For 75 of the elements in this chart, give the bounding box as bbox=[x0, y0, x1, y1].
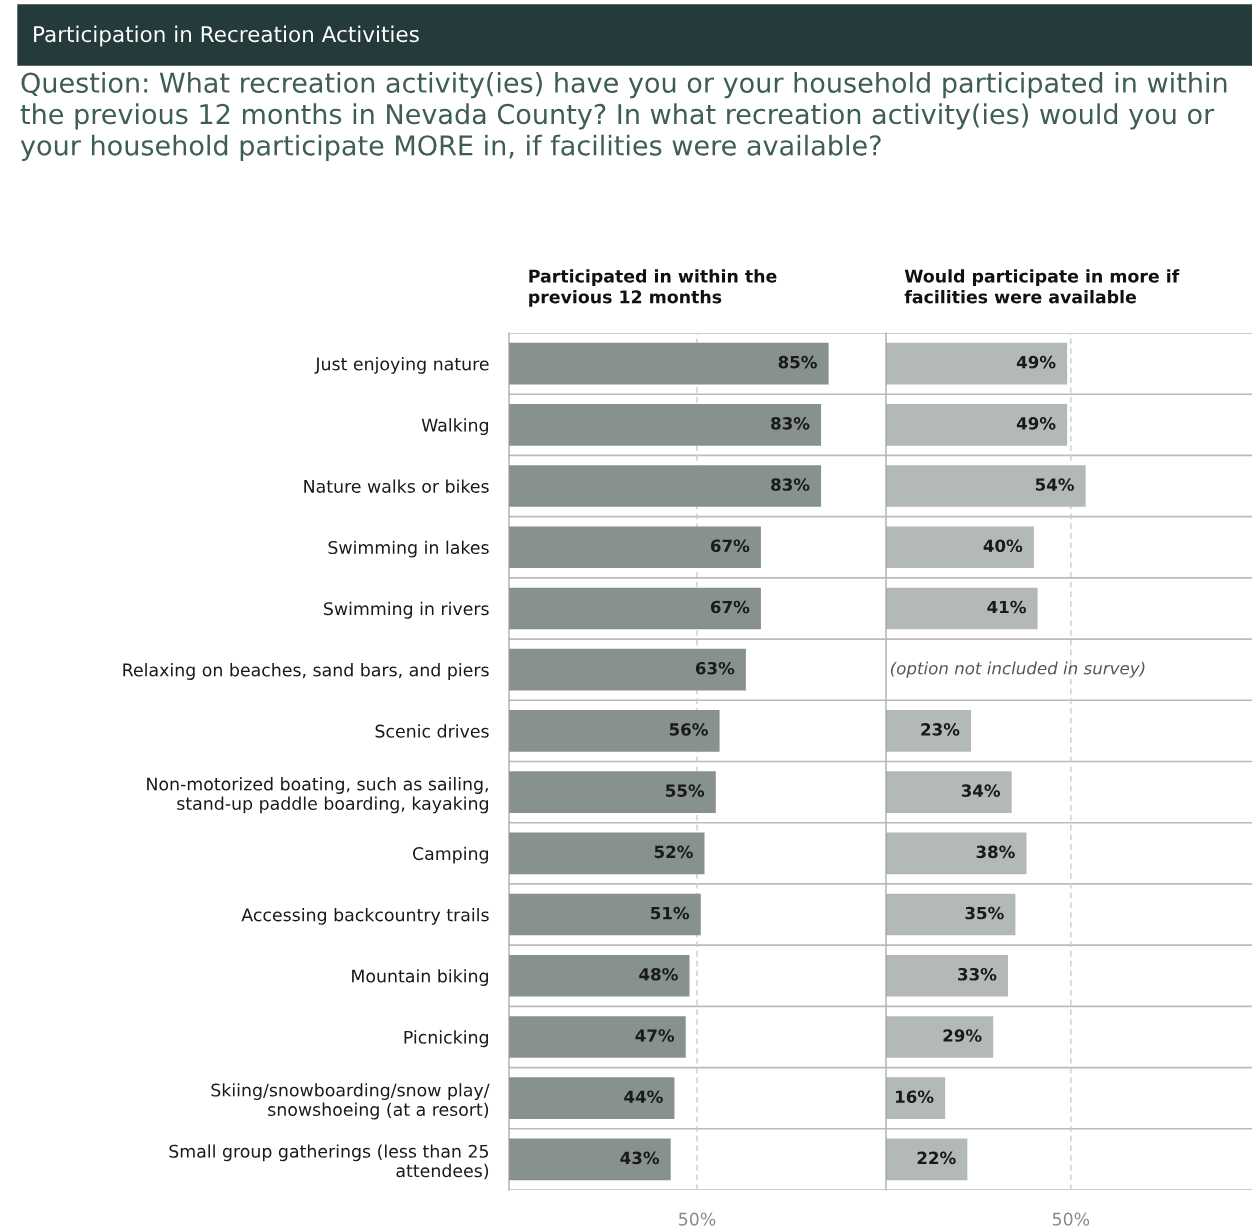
data-label: 83% bbox=[771, 417, 810, 430]
x-tick-label: 50% bbox=[1052, 1212, 1090, 1226]
data-label: 48% bbox=[639, 967, 678, 981]
text: Question: What recreation activity(ies) have you or your household participated in within the previous 12 months in Nevada County? In what recreation activity(ies) would you or your household participate MORE in, if facilities were available? bbox=[20, 72, 1227, 161]
data-label: 16% bbox=[896, 1090, 934, 1104]
bar bbox=[886, 1138, 968, 1181]
chart-title: Would participate in more if facilities were available bbox=[904, 269, 1180, 304]
data-label: 23% bbox=[921, 723, 960, 736]
bar bbox=[886, 893, 1016, 936]
data-label: 34% bbox=[961, 784, 1001, 797]
y-tick-label: Non-motorized boating, such as sailing, stand-up paddle boarding, kayaking bbox=[147, 777, 488, 814]
bar bbox=[509, 710, 720, 752]
data-label: 51% bbox=[651, 906, 690, 920]
bar bbox=[509, 648, 746, 691]
data-label: 83% bbox=[771, 478, 810, 491]
bar bbox=[509, 1016, 686, 1058]
bar bbox=[886, 526, 1034, 569]
y-tick-label: Relaxing on beaches, sand bars, and piers bbox=[123, 663, 489, 680]
bar bbox=[886, 832, 1027, 875]
y-tick-label: Swimming in rivers bbox=[324, 601, 489, 619]
data-label: 56% bbox=[669, 723, 708, 736]
bar bbox=[509, 954, 690, 997]
annotation: (option not included in survey) bbox=[890, 661, 1145, 678]
bar bbox=[509, 342, 829, 385]
bar bbox=[509, 526, 761, 569]
bar bbox=[886, 587, 1038, 630]
data-label: 44% bbox=[624, 1090, 663, 1104]
data-label: 85% bbox=[778, 355, 817, 369]
chart-title: Participated in within the previous 12 months bbox=[529, 269, 777, 307]
bar bbox=[886, 465, 1086, 507]
data-label: 43% bbox=[620, 1151, 660, 1165]
y-tick-label: Scenic drives bbox=[375, 724, 489, 738]
x-tick-label: 50% bbox=[679, 1212, 716, 1226]
data-label: 54% bbox=[1035, 478, 1074, 491]
data-label: 47% bbox=[635, 1029, 675, 1042]
bar bbox=[886, 1077, 946, 1119]
y-tick-label: Accessing backcountry trails bbox=[241, 907, 489, 925]
data-label: 52% bbox=[654, 845, 693, 859]
data-label: 40% bbox=[983, 539, 1023, 553]
data-label: 29% bbox=[943, 1029, 982, 1042]
data-label: 38% bbox=[976, 845, 1015, 859]
bar bbox=[886, 954, 1008, 997]
bar bbox=[509, 771, 716, 813]
bar bbox=[886, 342, 1068, 385]
y-tick-label: Walking bbox=[421, 418, 488, 436]
bar bbox=[509, 1077, 675, 1119]
y-tick-label: Swimming in lakes bbox=[328, 540, 489, 558]
bar bbox=[509, 465, 822, 507]
text: Participation in Recreation Activities bbox=[34, 25, 419, 47]
bar bbox=[509, 404, 822, 446]
data-label: 67% bbox=[710, 600, 750, 614]
data-label: 49% bbox=[1016, 417, 1056, 430]
y-tick-label: Nature walks or bikes bbox=[304, 479, 489, 493]
data-label: 35% bbox=[965, 906, 1004, 920]
bar bbox=[886, 710, 972, 752]
bar bbox=[509, 587, 761, 630]
data-label: 67% bbox=[710, 539, 750, 553]
bar bbox=[509, 893, 701, 936]
bar bbox=[886, 404, 1068, 446]
y-tick-label: Just enjoying nature bbox=[314, 357, 489, 374]
data-label: 41% bbox=[987, 600, 1026, 614]
data-label: 55% bbox=[666, 784, 705, 797]
y-tick-label: Small group gatherings (less than 25 attendees) bbox=[169, 1144, 489, 1180]
data-label: 33% bbox=[958, 967, 997, 981]
data-label: 63% bbox=[695, 661, 735, 675]
y-tick-label: Mountain biking bbox=[352, 969, 488, 986]
y-tick-label: Picnicking bbox=[404, 1030, 488, 1048]
bar bbox=[509, 832, 705, 875]
bar bbox=[886, 1016, 994, 1058]
data-label: 49% bbox=[1016, 355, 1056, 369]
bar bbox=[509, 1138, 671, 1181]
y-tick-label: Skiing/snowboarding/snow play/ snowshoeing (at a resort) bbox=[211, 1083, 490, 1120]
bar bbox=[886, 771, 1012, 813]
y-tick-label: Camping bbox=[412, 846, 488, 864]
data-label: 22% bbox=[917, 1151, 956, 1165]
